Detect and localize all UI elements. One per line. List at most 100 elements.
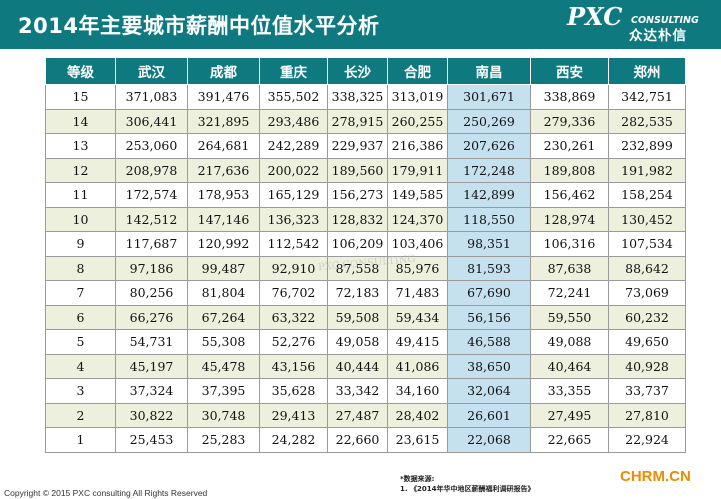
salary-cell: 279,336 [530, 108, 609, 134]
grade-cell: 14 [45, 108, 116, 134]
table-row: 1 25,453 25,283 24,282 22,660 23,615 22,068 22,… [45, 427, 686, 453]
salary-cell: 106,209 [327, 231, 388, 257]
salary-cell: 321,895 [187, 108, 260, 134]
site-watermark: CHRM.CN [620, 468, 691, 485]
salary-cell: 54,731 [115, 329, 188, 355]
salary-cell: 260,255 [387, 108, 448, 134]
column-header: 成都 [187, 57, 260, 85]
salary-cell: 72,183 [327, 280, 388, 306]
salary-cell: 55,308 [187, 329, 260, 355]
salary-cell: 156,462 [530, 182, 609, 208]
salary-cell: 87,638 [530, 255, 609, 281]
salary-cell: 67,690 [447, 280, 531, 306]
column-header: 武汉 [115, 57, 188, 85]
table-row: 9 117,687 120,992 112,542 106,209 103,406 98,3… [45, 231, 686, 257]
grade-cell: 3 [45, 378, 116, 404]
salary-table: 等级 武汉 成都 重庆 长沙 合肥 南昌 西安 郑州 15 371,083 391,476 355,5… [45, 57, 686, 453]
salary-cell: 33,355 [530, 378, 609, 404]
salary-cell: 59,508 [327, 304, 388, 330]
salary-cell: 301,671 [447, 84, 531, 110]
salary-cell: 30,748 [187, 402, 260, 428]
salary-cell: 43,156 [259, 353, 328, 379]
grade-cell: 12 [45, 157, 116, 183]
salary-cell: 124,370 [387, 206, 448, 232]
salary-cell: 29,413 [259, 402, 328, 428]
table-row: 13 253,060 264,681 242,289 229,937 216,386 207… [45, 133, 686, 159]
page-title: 2014年主要城市薪酬中位值水平分析 [18, 14, 380, 38]
grade-cell: 5 [45, 329, 116, 355]
salary-cell: 147,146 [187, 206, 260, 232]
source-item: 1. 《2014年华中地区薪酬福利调研报告》 [400, 485, 535, 493]
salary-cell: 172,248 [447, 157, 531, 183]
salary-cell: 92,910 [259, 255, 328, 281]
salary-cell: 27,810 [608, 402, 686, 428]
salary-cell: 49,088 [530, 329, 609, 355]
salary-cell: 178,953 [187, 182, 260, 208]
salary-cell: 165,129 [259, 182, 328, 208]
column-header: 合肥 [387, 57, 448, 85]
logo-chinese-text: 众达朴信 [629, 28, 687, 44]
salary-cell: 391,476 [187, 84, 260, 110]
salary-cell: 136,323 [259, 206, 328, 232]
table-row: 11 172,574 178,953 165,129 156,273 149,585 142… [45, 182, 686, 208]
salary-cell: 38,650 [447, 353, 531, 379]
grade-cell: 4 [45, 353, 116, 379]
salary-cell: 45,197 [115, 353, 188, 379]
salary-cell: 22,660 [327, 427, 388, 453]
salary-cell: 306,441 [115, 108, 188, 134]
salary-cell: 242,289 [259, 133, 328, 159]
salary-cell: 24,282 [259, 427, 328, 453]
salary-cell: 85,976 [387, 255, 448, 281]
salary-cell: 27,495 [530, 402, 609, 428]
salary-cell: 142,899 [447, 182, 531, 208]
company-logo: PXC CONSULTING 众达朴信 [567, 4, 717, 46]
salary-cell: 342,751 [608, 84, 686, 110]
salary-cell: 37,395 [187, 378, 260, 404]
salary-cell: 117,687 [115, 231, 188, 257]
salary-cell: 41,086 [387, 353, 448, 379]
salary-cell: 33,342 [327, 378, 388, 404]
salary-cell: 264,681 [187, 133, 260, 159]
salary-cell: 88,642 [608, 255, 686, 281]
salary-cell: 25,283 [187, 427, 260, 453]
grade-cell: 13 [45, 133, 116, 159]
salary-cell: 37,324 [115, 378, 188, 404]
salary-cell: 32,064 [447, 378, 531, 404]
column-header: 等级 [45, 57, 116, 85]
grade-cell: 2 [45, 402, 116, 428]
salary-cell: 130,452 [608, 206, 686, 232]
salary-cell: 34,160 [387, 378, 448, 404]
salary-cell: 59,550 [530, 304, 609, 330]
salary-cell: 179,911 [387, 157, 448, 183]
salary-cell: 81,593 [447, 255, 531, 281]
salary-cell: 72,241 [530, 280, 609, 306]
salary-cell: 99,487 [187, 255, 260, 281]
table-row: 6 66,276 67,264 63,322 59,508 59,434 56,156 59,… [45, 304, 686, 330]
salary-cell: 229,937 [327, 133, 388, 159]
salary-cell: 46,588 [447, 329, 531, 355]
salary-cell: 371,083 [115, 84, 188, 110]
salary-cell: 40,464 [530, 353, 609, 379]
grade-cell: 9 [45, 231, 116, 257]
salary-cell: 191,982 [608, 157, 686, 183]
salary-cell: 35,628 [259, 378, 328, 404]
grade-cell: 11 [45, 182, 116, 208]
salary-cell: 149,585 [387, 182, 448, 208]
salary-cell: 45,478 [187, 353, 260, 379]
salary-cell: 250,269 [447, 108, 531, 134]
salary-cell: 30,822 [115, 402, 188, 428]
salary-cell: 25,453 [115, 427, 188, 453]
grade-cell: 7 [45, 280, 116, 306]
salary-cell: 128,974 [530, 206, 609, 232]
table-row: 14 306,441 321,895 293,486 278,915 260,255 250… [45, 108, 686, 134]
salary-cell: 216,386 [387, 133, 448, 159]
logo-main-text: PXC [567, 2, 623, 31]
salary-cell: 278,915 [327, 108, 388, 134]
salary-cell: 76,702 [259, 280, 328, 306]
salary-cell: 293,486 [259, 108, 328, 134]
table-row: 7 80,256 81,804 76,702 72,183 71,483 67,690 72,… [45, 280, 686, 306]
salary-cell: 28,402 [387, 402, 448, 428]
grade-cell: 6 [45, 304, 116, 330]
table-header-row: 等级 武汉 成都 重庆 长沙 合肥 南昌 西安 郑州 [45, 57, 686, 85]
column-header: 西安 [530, 57, 609, 85]
